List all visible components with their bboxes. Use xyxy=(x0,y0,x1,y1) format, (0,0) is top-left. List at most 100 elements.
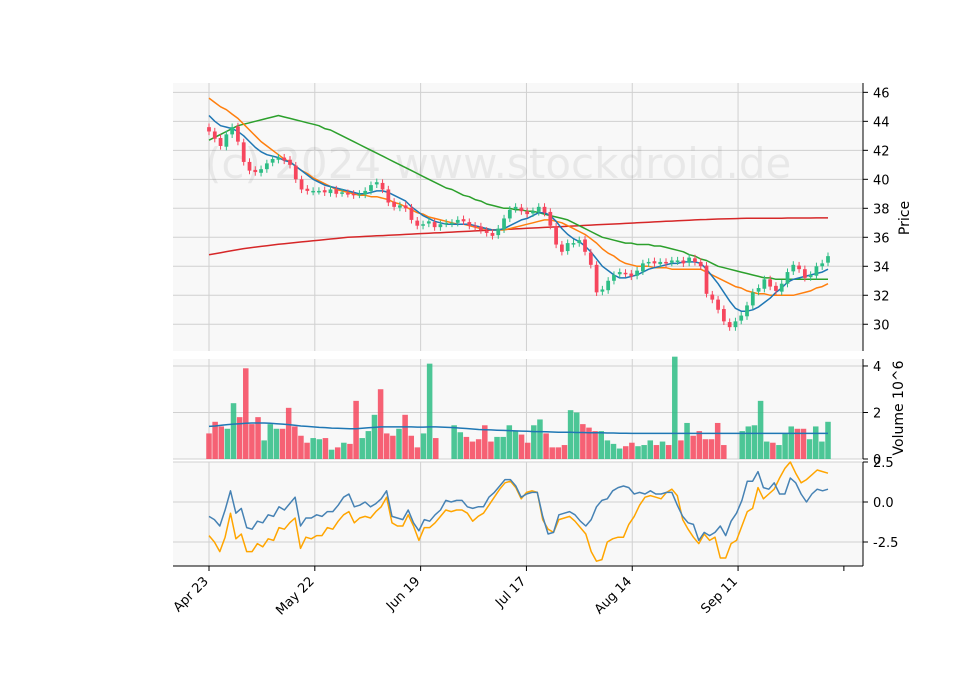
volume-bar xyxy=(341,442,347,459)
candle-body xyxy=(322,190,327,193)
volume-tick-label: 4 xyxy=(873,360,881,375)
candle-body xyxy=(548,211,553,226)
volume-bar xyxy=(347,443,353,459)
candle-body xyxy=(212,131,217,139)
volume-bar xyxy=(721,445,727,459)
volume-axis-title: Volume 10^6 xyxy=(891,360,907,455)
candle-body xyxy=(484,230,489,233)
volume-bar xyxy=(788,426,794,459)
candle-body xyxy=(560,244,564,252)
volume-bar xyxy=(825,421,831,459)
volume-tick-label: 2 xyxy=(873,406,881,421)
volume-bar xyxy=(800,428,807,459)
candle-body xyxy=(334,189,339,194)
candle-body xyxy=(646,261,651,264)
price-tick-label: 40 xyxy=(873,173,890,188)
candle-body xyxy=(218,138,223,146)
volume-bar xyxy=(408,435,415,459)
candle-body xyxy=(403,205,408,209)
candle-body xyxy=(623,272,628,275)
volume-bar xyxy=(451,425,457,459)
price-axis-title: Price xyxy=(897,201,913,235)
candle-body xyxy=(461,219,466,222)
candle-body xyxy=(693,258,697,262)
volume-bar xyxy=(678,440,684,459)
oscillator-lines xyxy=(208,461,829,562)
volume-bar xyxy=(359,438,365,459)
price-tick-label: 38 xyxy=(873,202,890,217)
volume-bar xyxy=(334,447,341,459)
candle-body xyxy=(687,257,692,263)
volume-bar xyxy=(383,433,390,459)
volume-bar xyxy=(629,442,635,459)
volume-bar xyxy=(812,426,819,459)
price-tick-label: 44 xyxy=(873,115,890,130)
price-tick-label: 36 xyxy=(873,231,890,246)
candle-body xyxy=(432,222,437,228)
candle-body xyxy=(340,192,344,194)
candle-body xyxy=(791,264,796,272)
volume-bar xyxy=(524,442,531,459)
volume-bar xyxy=(672,356,678,459)
candle-body xyxy=(317,190,321,193)
candle-body xyxy=(531,211,535,214)
candle-body xyxy=(282,157,287,161)
volume-bar xyxy=(212,421,218,459)
volume-bar xyxy=(371,414,378,459)
candle-body xyxy=(224,134,229,147)
candle-body xyxy=(467,222,472,226)
volume-bar xyxy=(770,442,776,459)
volume-bar xyxy=(500,436,506,459)
candle-body xyxy=(496,228,501,236)
candle-body xyxy=(571,243,576,245)
candle-body xyxy=(612,274,616,281)
volume-bar xyxy=(690,435,696,459)
price-tick-label: 30 xyxy=(873,318,890,333)
candle-body xyxy=(409,207,414,220)
volume-bar xyxy=(794,428,801,459)
volume-bar xyxy=(414,447,421,459)
volume-bar xyxy=(604,440,611,459)
volume-bar xyxy=(457,432,464,459)
volume-bar xyxy=(745,426,752,459)
candle-body xyxy=(374,182,379,185)
volume-bar xyxy=(580,424,586,459)
volume-bar xyxy=(573,412,580,459)
candle-body xyxy=(259,169,263,173)
candle-body xyxy=(727,322,732,328)
candle-body xyxy=(554,226,558,245)
candle-body xyxy=(288,159,292,165)
volume-bar xyxy=(224,428,231,459)
candle-body xyxy=(455,219,460,223)
volume-bar xyxy=(635,446,641,459)
x-tick-label: Aug 14 xyxy=(592,574,635,617)
volume-bar xyxy=(622,446,629,459)
volume-bar xyxy=(506,425,513,459)
candle-body xyxy=(762,279,767,289)
volume-bar xyxy=(641,445,647,459)
candle-body xyxy=(473,225,477,228)
volume-bars xyxy=(206,356,831,459)
candle-body xyxy=(814,266,819,276)
x-tick-label: May 22 xyxy=(273,574,317,618)
candle-body xyxy=(681,260,686,264)
candle-body xyxy=(808,274,813,278)
candle-body xyxy=(345,193,350,195)
x-tick-label: Sep 11 xyxy=(698,574,741,617)
candle-body xyxy=(733,321,738,328)
volume-bar xyxy=(531,425,537,459)
volume-bar xyxy=(236,417,243,459)
candle-body xyxy=(629,273,634,277)
candle-body xyxy=(756,288,761,292)
volume-bar xyxy=(243,368,249,459)
candle-body xyxy=(311,190,316,193)
volume-tick-label: 0 xyxy=(873,453,881,468)
volume-bar xyxy=(708,439,715,459)
volume-bar xyxy=(328,449,335,459)
ma-mid-line xyxy=(208,97,829,297)
candle-body xyxy=(577,240,582,244)
volume-bar xyxy=(390,435,396,459)
volume-bar xyxy=(696,431,703,459)
candle-body xyxy=(826,256,830,263)
volume-bar xyxy=(586,427,592,459)
